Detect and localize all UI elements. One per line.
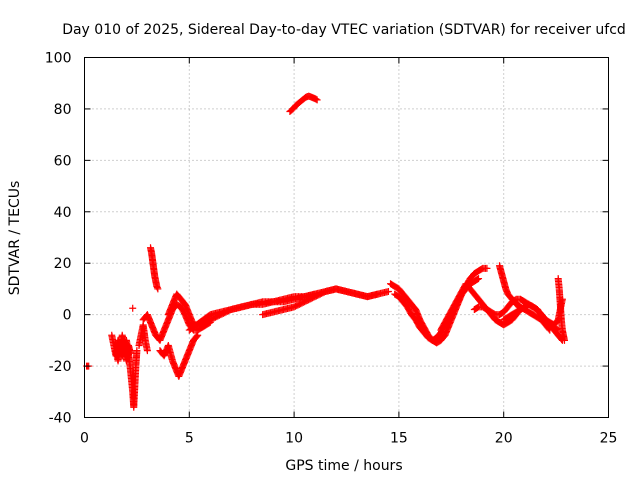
x-tick-label: 15: [390, 431, 408, 447]
data-point-spike: [154, 285, 162, 293]
y-axis-label: SDTVAR / TECUs: [7, 181, 23, 296]
data-point-arc-4: [384, 288, 392, 295]
chart-title: Day 010 of 2025, Sidereal Day-to-day VTE…: [62, 22, 626, 38]
y-axis-ticks: -40 -20 0 20 40 60 80 100: [45, 51, 609, 427]
data-point-wave-2: [474, 275, 481, 283]
data-point-wave-2: [475, 275, 483, 283]
data-point-high: [312, 95, 320, 103]
x-tick-label: 10: [285, 431, 303, 447]
x-axis-label: GPS time / hours: [285, 458, 402, 474]
plot-frame: [84, 57, 609, 418]
data-point-wave-5: [546, 326, 554, 334]
y-tick-label: 60: [54, 153, 72, 169]
data-point-early-d: [133, 347, 141, 355]
data-point-arc-5: [374, 290, 382, 298]
y-tick-label: 40: [54, 205, 72, 221]
data-point-arc-2: [193, 332, 201, 340]
data-point-wave-1: [483, 264, 491, 272]
y-tick-label: -40: [49, 411, 72, 427]
data-point-wave-5: [545, 325, 553, 333]
data-point-early-e: [129, 304, 137, 312]
data-marks: [83, 92, 568, 411]
y-tick-label: 20: [54, 256, 72, 272]
data-point-high: [313, 96, 321, 104]
data-point-end: [560, 336, 568, 344]
data-point-arc-2: [194, 331, 202, 339]
x-axis-ticks: 0 5 10 15 20 25: [80, 57, 618, 447]
x-tick-label: 0: [80, 431, 89, 447]
y-tick-label: -20: [49, 359, 72, 375]
y-tick-label: 100: [45, 51, 72, 67]
y-tick-label: 0: [63, 308, 72, 324]
y-tick-label: 80: [54, 102, 72, 118]
x-tick-label: 20: [495, 431, 513, 447]
data-point-wave-4: [553, 325, 561, 333]
data-point-early-f: [143, 347, 151, 355]
grid: [84, 57, 609, 418]
x-tick-label: 25: [600, 431, 618, 447]
x-tick-label: 5: [185, 431, 194, 447]
